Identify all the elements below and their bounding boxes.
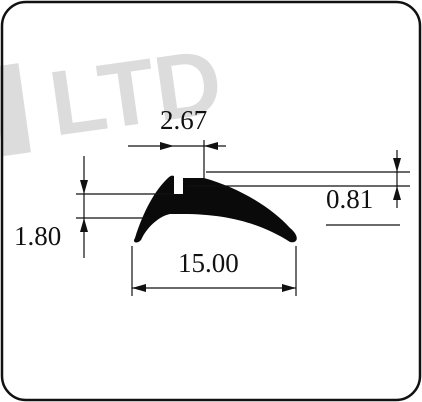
dim-0-81-arrow-bottom [393, 186, 401, 200]
dim-2-67-label: 2.67 [160, 105, 207, 135]
profile-shape [133, 175, 297, 243]
watermark-fragment [0, 63, 31, 157]
dim-0-81-label: 0.81 [326, 184, 373, 214]
dim-15-00-arrow-left [132, 284, 146, 292]
dim-0-81-arrow-top [393, 158, 401, 172]
dim-15-00-arrow-right [282, 284, 296, 292]
watermark-text: LTD [43, 31, 228, 156]
dim-15-00-label: 15.00 [178, 248, 239, 278]
watermark: LTD [0, 31, 228, 157]
dim-1-80-arrow-top [80, 180, 88, 194]
dim-1-80-label: 1.80 [14, 221, 61, 251]
dim-2-67-arrow-left [160, 142, 174, 150]
dim-2-67-arrow-right [204, 142, 218, 150]
dim-1-80-arrow-bottom [80, 218, 88, 232]
